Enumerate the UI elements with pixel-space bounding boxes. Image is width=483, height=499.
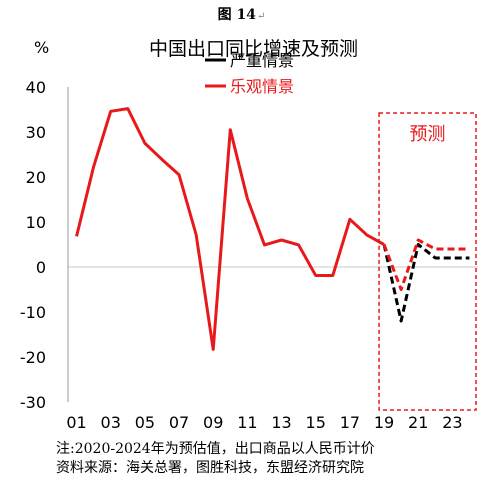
- note-line: 注:2020-2024年为预估值，出口商品以人民币计价: [56, 441, 375, 457]
- paragraph-mark-icon: ↵: [256, 11, 266, 22]
- figure-label: 图 14↵: [0, 4, 483, 24]
- series-line-0: [382, 243, 470, 323]
- x-tick-label: 03: [101, 413, 121, 432]
- forecast-rect: [378, 112, 477, 411]
- y-tick-label: -20: [20, 348, 46, 367]
- x-tick-label: 13: [271, 413, 291, 432]
- forecast-box: 预测: [378, 112, 477, 411]
- forecast-label: 预测: [410, 124, 446, 145]
- source-line: 资料来源：海关总署，图胜科技，东盟经济研究院: [56, 460, 364, 476]
- legend-label: 严重情景: [230, 51, 294, 70]
- y-tick-label: -10: [20, 303, 46, 322]
- x-tick-label: 07: [169, 413, 189, 432]
- x-tick-label: 19: [374, 413, 394, 432]
- y-tick-label: 0: [36, 258, 46, 277]
- y-tick-label: -30: [20, 393, 46, 412]
- x-tick-label: 23: [442, 413, 462, 432]
- x-tick-label: 15: [306, 413, 326, 432]
- series-lines: [75, 107, 470, 351]
- x-tick-label: 05: [135, 413, 155, 432]
- chart-title: 中国出口同比增速及预测: [148, 38, 358, 60]
- figure-label-text: 图 14: [217, 7, 256, 23]
- y-tick-label: 40: [26, 78, 46, 97]
- x-tick-label: 17: [340, 413, 360, 432]
- axes: 40 30 20 10 0 -10 -20 -30 01 03 05 07 09 11 13 15 17 19 21…: [20, 78, 478, 432]
- y-axis-unit: %: [34, 38, 50, 57]
- y-tick-label: 10: [26, 213, 46, 232]
- x-tick-label: 09: [203, 413, 223, 432]
- y-tick-label: 20: [26, 168, 46, 187]
- y-tick-label: 30: [26, 123, 46, 142]
- x-tick-label: 21: [408, 413, 428, 432]
- legend-label: 乐观情景: [230, 77, 294, 96]
- footnotes: 注:2020-2024年为预估值，出口商品以人民币计价 资料来源：海关总署，图胜…: [56, 440, 375, 478]
- export-growth-chart: 40 30 20 10 0 -10 -20 -30 01 03 05 07 09 11 13 15 17 19 21…: [20, 51, 478, 432]
- x-tick-label: 11: [237, 413, 257, 432]
- x-tick-label: 01: [66, 413, 86, 432]
- series-line-1: [75, 107, 385, 351]
- series-line-2: [382, 238, 470, 291]
